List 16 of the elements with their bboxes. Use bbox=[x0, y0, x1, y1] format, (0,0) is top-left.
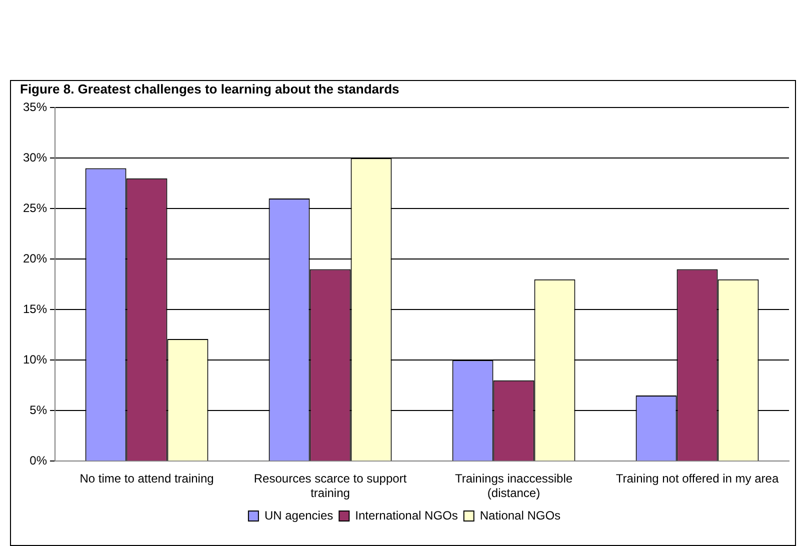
y-tick-label: 15% bbox=[22, 302, 48, 316]
chart-title: Figure 8. Greatest challenges to learning about the standards bbox=[20, 81, 400, 96]
x-tick-label: Training not offered in my area bbox=[616, 472, 779, 486]
legend-label: International NGOs bbox=[355, 508, 458, 522]
legend-label: UN agencies bbox=[264, 508, 334, 522]
x-tick-label: Trainings inaccessible (distance) bbox=[454, 472, 573, 500]
y-tick-label: 20% bbox=[22, 251, 48, 266]
y-tick-label: 35% bbox=[22, 100, 48, 114]
legend-label: National NGOs bbox=[480, 508, 561, 522]
x-tick-label: Resources scarce to support training bbox=[254, 472, 408, 500]
y-tick-label: 10% bbox=[22, 352, 48, 366]
y-tick-label: 5% bbox=[30, 403, 48, 417]
y-tick-label: 30% bbox=[22, 150, 48, 164]
y-tick-label: 25% bbox=[22, 200, 48, 215]
x-tick-label: No time to attend training bbox=[80, 472, 214, 486]
y-tick-label: 0% bbox=[30, 454, 48, 468]
